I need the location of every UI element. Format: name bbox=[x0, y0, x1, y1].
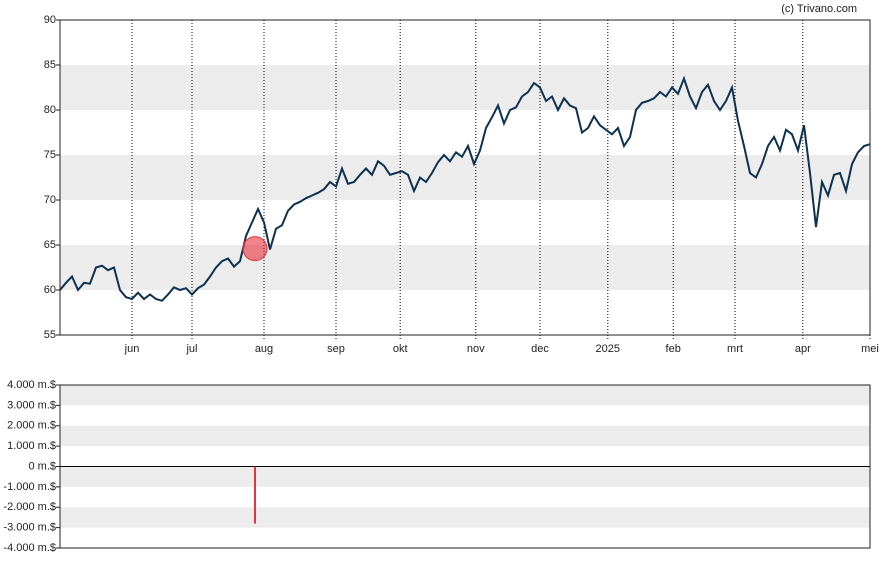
price-line bbox=[59, 75, 871, 302]
band bbox=[60, 155, 870, 200]
x-tick-label: jul bbox=[185, 343, 197, 355]
event-marker bbox=[242, 236, 268, 262]
y-tick-label: 90 bbox=[44, 14, 56, 26]
x-tick-label: 2025 bbox=[596, 343, 620, 355]
plot-frame bbox=[59, 19, 871, 336]
y-tick-label: 0 m.$ bbox=[28, 460, 56, 472]
x-tick-label: apr bbox=[795, 343, 811, 355]
x-tick-label: aug bbox=[255, 343, 273, 355]
x-tick-label: sep bbox=[327, 343, 345, 355]
y-tick-label: 85 bbox=[44, 59, 56, 71]
band bbox=[60, 65, 870, 110]
y-tick-label: 75 bbox=[44, 149, 56, 161]
credit: (c) Trivano.com bbox=[781, 3, 857, 15]
y-tick-label: 60 bbox=[44, 284, 56, 296]
band bbox=[60, 466, 870, 487]
plot-frame bbox=[59, 384, 871, 549]
y-tick-label: -2.000 m.$ bbox=[3, 501, 56, 513]
bar bbox=[254, 466, 256, 524]
x-tick-label: nov bbox=[467, 343, 485, 355]
y-tick-label: -4.000 m.$ bbox=[3, 542, 56, 554]
band bbox=[60, 245, 870, 290]
x-tick-label: mrt bbox=[727, 343, 743, 355]
y-tick-label: 70 bbox=[44, 194, 56, 206]
y-tick-label: 3.000 m.$ bbox=[7, 399, 56, 411]
y-tick-label: 65 bbox=[44, 239, 56, 251]
y-tick-label: 2.000 m.$ bbox=[7, 420, 56, 432]
band bbox=[60, 425, 870, 447]
x-tick-label: okt bbox=[393, 343, 408, 355]
x-tick-label: mei bbox=[861, 343, 879, 355]
y-tick-label: -3.000 m.$ bbox=[3, 522, 56, 534]
y-tick-label: 80 bbox=[44, 104, 56, 116]
y-tick-label: -1.000 m.$ bbox=[3, 481, 56, 493]
y-tick-label: 4.000 m.$ bbox=[7, 379, 56, 391]
x-tick-label: jun bbox=[124, 343, 140, 355]
x-tick-label: feb bbox=[666, 343, 681, 355]
band bbox=[60, 507, 870, 528]
y-tick-label: 1.000 m.$ bbox=[7, 440, 56, 452]
x-tick-label: dec bbox=[531, 343, 549, 355]
y-tick-label: 55 bbox=[44, 329, 56, 341]
band bbox=[60, 385, 870, 406]
